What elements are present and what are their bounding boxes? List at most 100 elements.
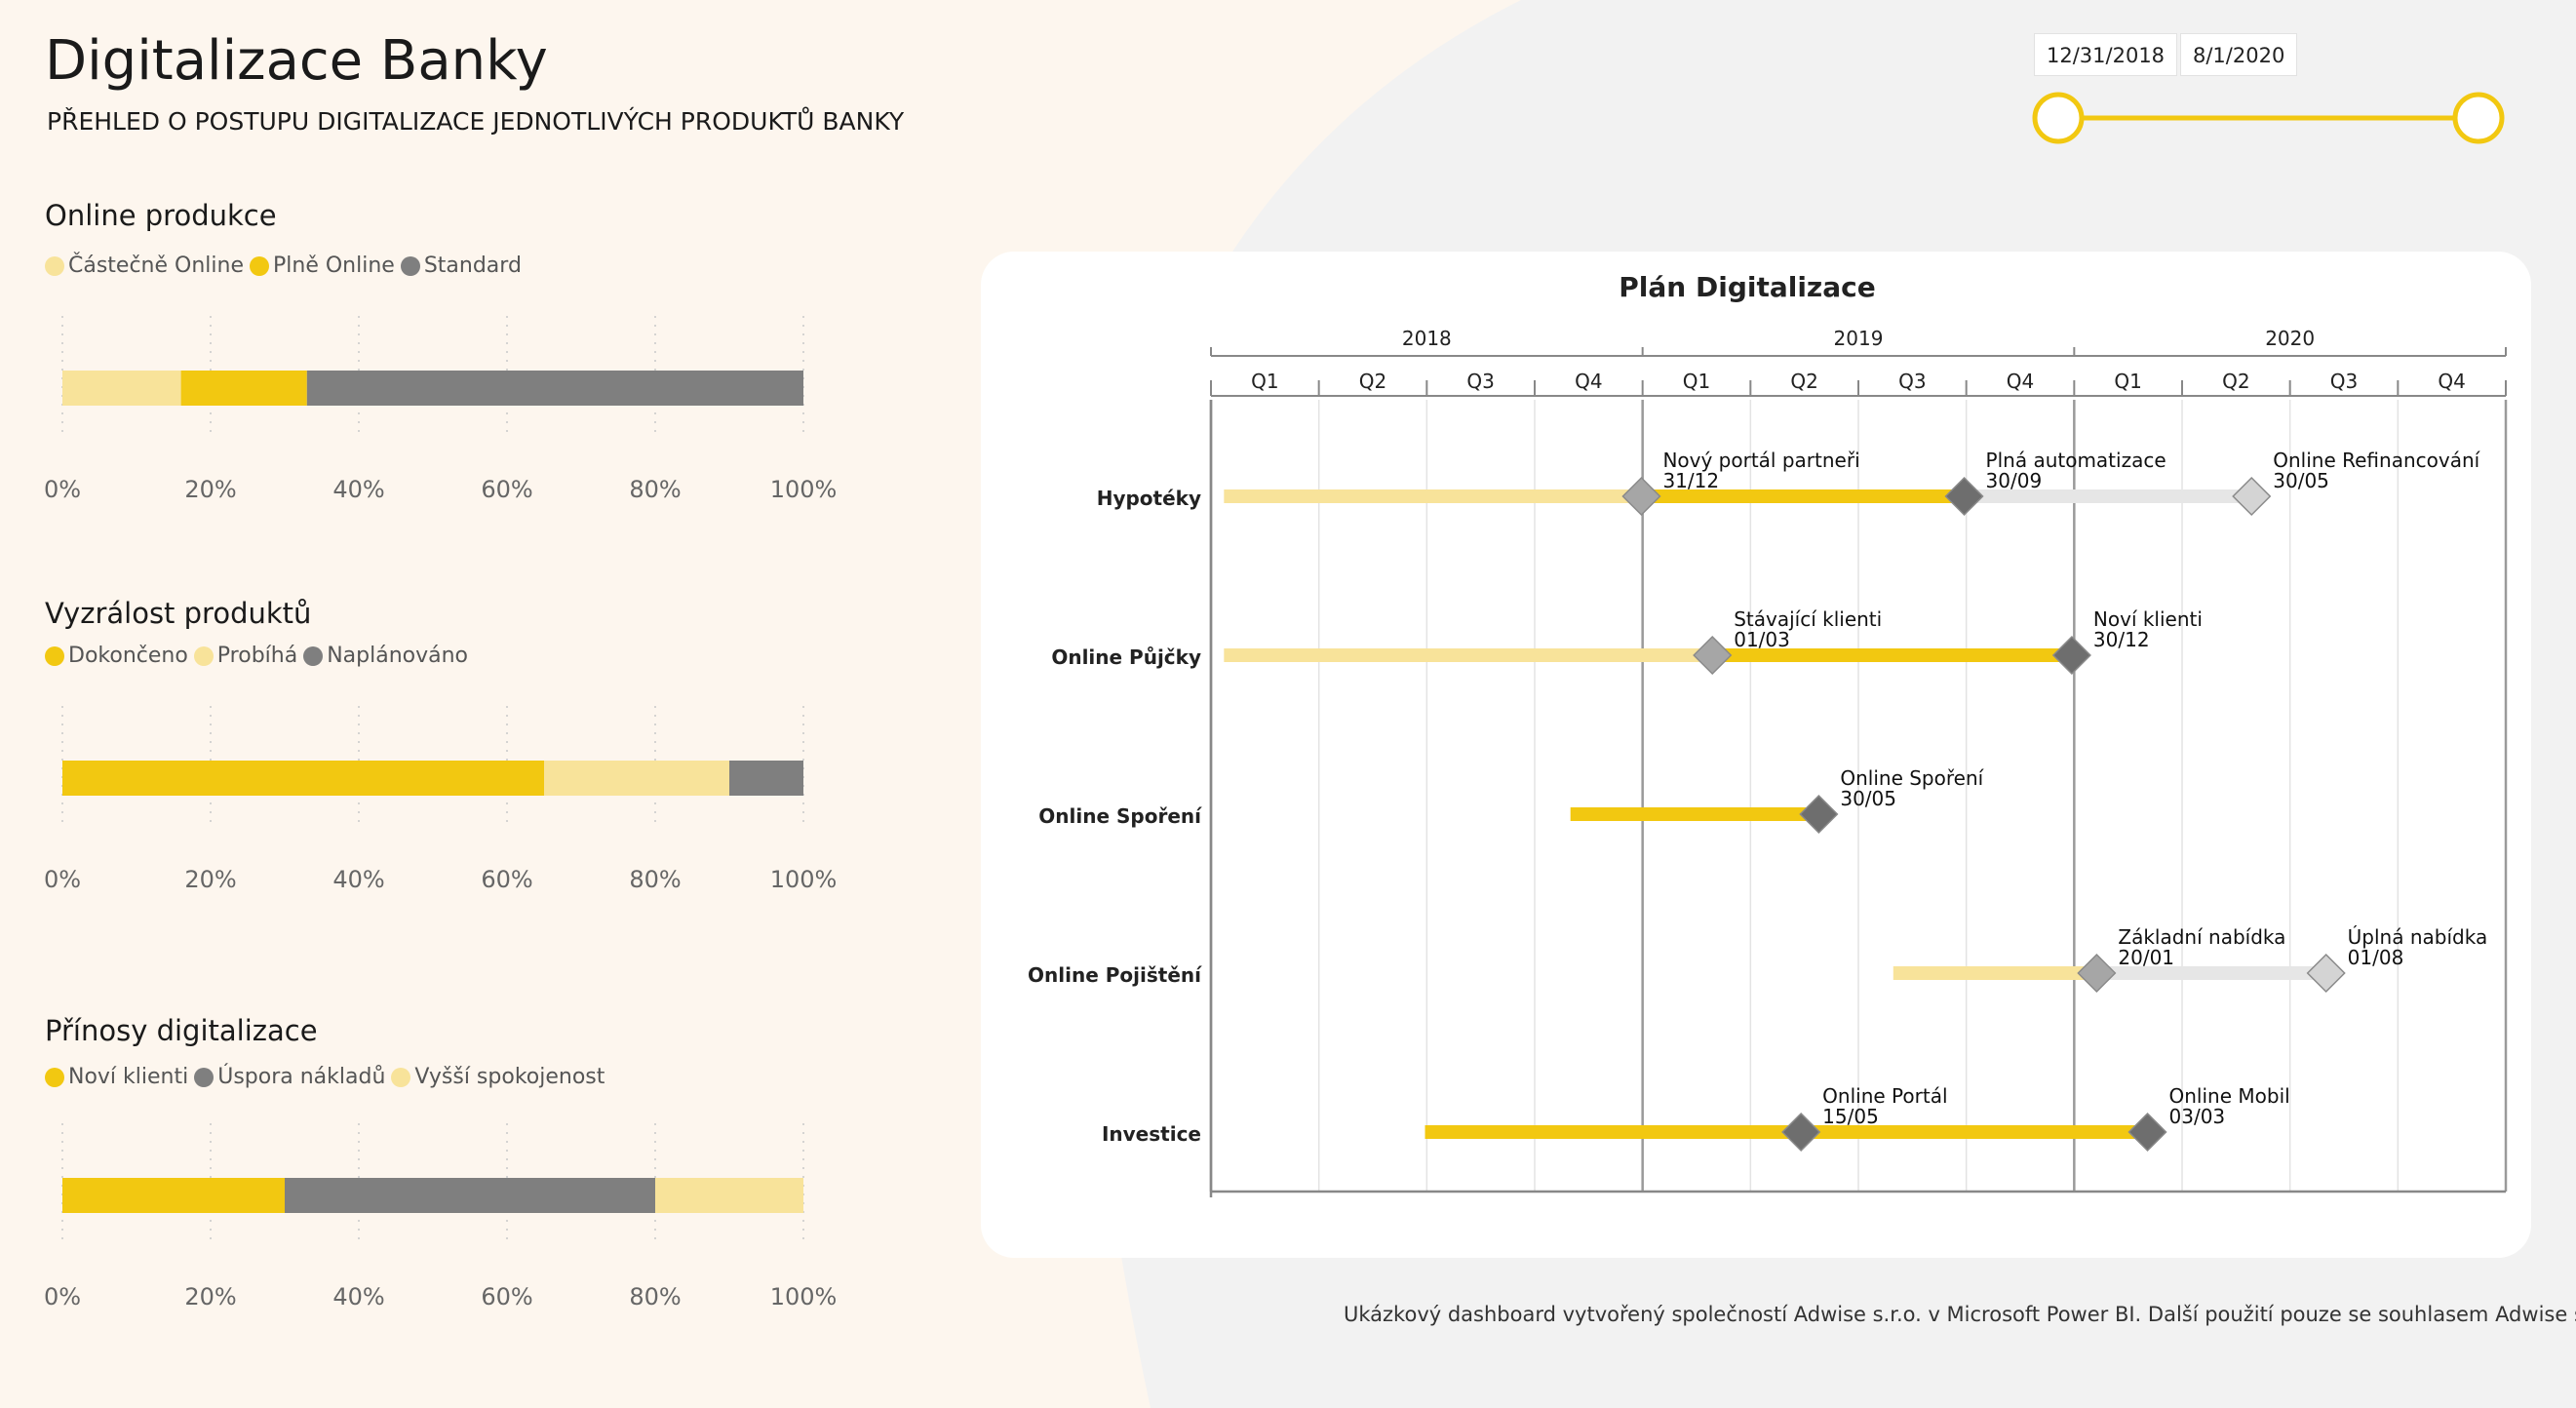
vyzralost-produktu-legend: Dokončeno Probíhá Naplánováno [45, 644, 474, 668]
tick-label: 60% [481, 1283, 532, 1310]
gantt-bar-segment[interactable] [1224, 648, 1713, 662]
bar-segment-1[interactable] [62, 761, 544, 796]
milestone-date: 01/08 [2348, 946, 2404, 969]
milestone-date: 30/12 [2093, 628, 2150, 651]
milestone-date: 03/03 [2169, 1105, 2226, 1128]
quarter-label: Q3 [2330, 370, 2358, 393]
tick-label: 60% [481, 866, 532, 893]
vyzralost-produktu-chart: 0% 20% 40% 60% 80% 100% [44, 706, 837, 893]
tick-label: 80% [629, 866, 681, 893]
milestone-date: 15/05 [1822, 1105, 1879, 1128]
tick-label: 40% [332, 476, 384, 503]
tick-label: 80% [629, 476, 681, 503]
milestone-title: Noví klienti [2093, 607, 2203, 631]
quarter-label: Q4 [2007, 370, 2034, 393]
milestone-date: 31/12 [1662, 469, 1719, 492]
online-produkce-chart: 0% 20% 40% 60% 80% 100% [44, 316, 838, 503]
bar-segment-2[interactable] [285, 1178, 655, 1213]
bar-segment-3[interactable] [729, 761, 803, 796]
year-label: 2018 [1402, 327, 1452, 350]
legend-item-plne-online[interactable]: Plně Online [250, 254, 395, 278]
milestone-diamond-icon[interactable] [2306, 953, 2346, 994]
row-label: Online Půjčky [1051, 645, 1201, 669]
tick-label: 0% [44, 1283, 81, 1310]
legend-item-dokonceno[interactable]: Dokončeno [45, 644, 188, 668]
legend-item-castecne-online[interactable]: Částečně Online [45, 254, 244, 278]
legend-dot-icon [193, 645, 214, 666]
legend-item-naplanovano[interactable]: Naplánováno [303, 644, 468, 668]
footer-note: Ukázkový dashboard vytvořený společností… [1344, 1303, 2576, 1326]
milestone-title: Základní nabídka [2118, 925, 2285, 949]
date-range-slider[interactable] [2024, 86, 2531, 154]
gantt-bar-segment[interactable] [1641, 489, 1965, 503]
legend-item-uspora-nakladu[interactable]: Úspora nákladů [194, 1065, 385, 1089]
year-label: 2019 [1834, 327, 1884, 350]
legend-item-probiha[interactable]: Probíhá [193, 644, 297, 668]
bar-segment-1[interactable] [62, 1178, 285, 1213]
legend-dot-icon [194, 1067, 215, 1087]
milestone-diamond-icon[interactable] [1799, 794, 1839, 835]
gantt-chart: Plán Digitalizace 2018 2019 2020 Q1 Q2 Q3 Q4 Q1 Q… [1028, 271, 2508, 1197]
milestone-date: 30/09 [1986, 469, 2043, 492]
bar-segment-3[interactable] [306, 371, 803, 406]
tick-label: 0% [44, 476, 81, 503]
prinosy-digitalizace-chart: 0% 20% 40% 60% 80% 100% [44, 1123, 837, 1310]
gantt-bar-segment[interactable] [1224, 489, 1642, 503]
quarter-label: Q1 [1683, 370, 1710, 393]
quarter-label: Q4 [2438, 370, 2465, 393]
legend-dot-icon [391, 1067, 411, 1087]
tick-label: 40% [332, 866, 384, 893]
gantt-bar-segment[interactable] [1893, 966, 2097, 980]
date-start-input[interactable]: 12/31/2018 [2034, 33, 2178, 76]
bar-segment-1[interactable] [62, 371, 181, 406]
slider-start-handle[interactable] [2032, 92, 2085, 144]
gantt-bar-segment[interactable] [1712, 648, 2072, 662]
page-title: Digitalizace Banky [45, 29, 548, 93]
milestone-title: Úplná nabídka [2348, 925, 2488, 949]
milestone-date: 30/05 [2273, 469, 2329, 492]
quarter-label: Q2 [2222, 370, 2249, 393]
milestone-date: 20/01 [2118, 946, 2174, 969]
gantt-bar-segment[interactable] [2096, 966, 2326, 980]
gantt-bar-segment[interactable] [1964, 489, 2252, 503]
quarter-label: Q4 [1575, 370, 1602, 393]
gantt-card: Plán Digitalizace 2018 2019 2020 Q1 Q2 Q3 Q4 Q1 Q… [981, 252, 2531, 1258]
bar-segment-2[interactable] [180, 371, 307, 406]
milestone-title: Nový portál partneři [1662, 449, 1859, 472]
milestone-diamond-icon[interactable] [1781, 1112, 1821, 1153]
milestone-diamond-icon[interactable] [2051, 635, 2091, 676]
quarter-label: Q3 [1898, 370, 1926, 393]
bar-segment-3[interactable] [655, 1178, 803, 1213]
milestone-diamond-icon[interactable] [2127, 1112, 2167, 1153]
row-label: Online Pojištění [1028, 963, 1202, 987]
gantt-bar-segment[interactable] [1570, 807, 1819, 821]
quarter-label: Q2 [1790, 370, 1817, 393]
legend-item-novi-klienti[interactable]: Noví klienti [45, 1065, 188, 1089]
milestone-diamond-icon[interactable] [2077, 953, 2117, 994]
tick-label: 80% [629, 1283, 681, 1310]
milestone-diamond-icon[interactable] [1944, 476, 1984, 517]
vyzralost-produktu-title: Vyzrálost produktů [45, 597, 312, 630]
legend-item-vyssi-spokojenost[interactable]: Vyšší spokojenost [391, 1065, 605, 1089]
tick-label: 100% [770, 476, 838, 503]
bar-segment-2[interactable] [544, 761, 729, 796]
slider-end-handle[interactable] [2452, 92, 2505, 144]
milestone-diamond-icon[interactable] [2232, 476, 2272, 517]
milestone-date: 30/05 [1840, 787, 1896, 810]
milestone-diamond-icon[interactable] [1693, 635, 1733, 676]
milestone-title: Online Mobil [2169, 1084, 2290, 1108]
tick-label: 20% [184, 1283, 236, 1310]
milestone-title: Online Refinancování [2273, 449, 2480, 472]
legend-dot-icon [400, 255, 420, 276]
legend-dot-icon [45, 1067, 64, 1087]
tick-label: 40% [332, 1283, 384, 1310]
quarter-label: Q2 [1359, 370, 1386, 393]
row-label: Online Spoření [1038, 804, 1202, 828]
gantt-title: Plán Digitalizace [1619, 271, 1875, 303]
tick-label: 20% [184, 476, 236, 503]
milestone-diamond-icon[interactable] [1621, 476, 1661, 517]
online-produkce-title: Online produkce [45, 199, 277, 232]
milestone-title: Online Portál [1822, 1084, 1947, 1108]
legend-item-standard[interactable]: Standard [400, 254, 522, 278]
date-end-input[interactable]: 8/1/2020 [2180, 33, 2298, 76]
